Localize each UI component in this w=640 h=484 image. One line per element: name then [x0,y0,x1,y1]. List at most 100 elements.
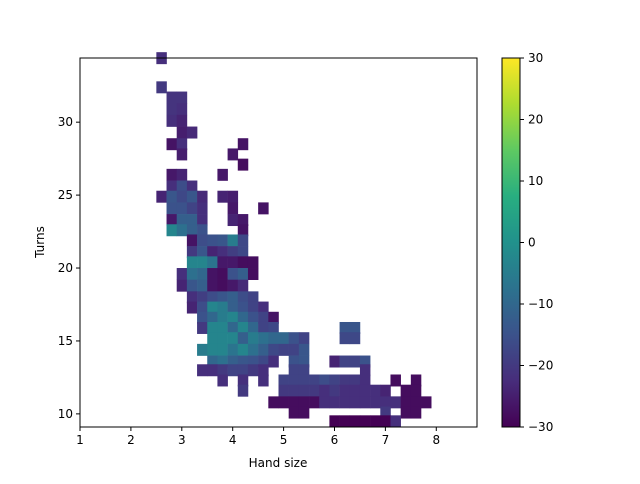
heatmap-cell [247,355,259,368]
heatmap-cell [410,374,422,387]
heatmap-cell [227,279,239,292]
heatmap-cell [207,234,218,247]
heatmap-cell [227,291,239,304]
heatmap-cell [227,148,239,161]
heatmap-cell [197,190,208,203]
heatmap-cell [349,355,361,368]
heatmap-cell [349,415,361,428]
heatmap-cell [298,343,310,356]
heatmap-cell [288,396,300,409]
heatmap-cell [380,384,391,397]
heatmap-cell [166,214,178,227]
heatmap-cell [309,374,320,387]
x-axis: 1 2 3 4 5 6 7 8 [76,427,440,447]
heatmap-cell [349,321,361,334]
heatmap-cell [176,103,188,116]
heatmap-cell [166,180,178,193]
heatmap-cell [237,214,249,227]
x-tick-label: 3 [178,433,186,447]
heatmap-cell [237,355,249,368]
heatmap-cell [380,406,391,419]
heatmap-cell [298,364,310,377]
heatmap-cell [227,343,239,356]
heatmap-cell [186,256,198,269]
heatmap-cell [237,291,249,304]
heatmap-cell [166,224,178,237]
heatmap-cell [186,291,198,304]
colorbar-tick-label: −10 [528,297,553,311]
heatmap-cell [359,374,371,387]
heatmap-cell [288,374,300,387]
heatmap-cell [359,384,371,397]
heatmap-cell [217,279,228,292]
heatmap-cell [217,301,228,314]
heatmap-cell [258,374,269,387]
heatmap-cell [166,138,178,151]
heatmap-cell [227,311,239,324]
heatmap-cell [237,364,249,377]
y-tick-label: 15 [58,334,73,348]
heatmap-cell [247,291,259,304]
heatmap-cell [247,301,259,314]
heatmap-cell [186,246,198,259]
heatmap-cell [359,415,371,428]
heatmap-cell [197,321,208,334]
heatmap-cell [186,224,198,237]
heatmap-cell [217,364,228,377]
heatmap-cell [268,321,279,334]
heatmap-cell [176,148,188,161]
heatmap-cell [237,158,249,171]
heatmap-cell [339,332,351,345]
heatmap-cell [207,256,218,269]
heatmap-cell [207,301,218,314]
heatmap-cell [247,311,259,324]
heatmap-cell [227,364,239,377]
heatmap-cell [237,384,249,397]
heatmap-cell [329,384,340,397]
heatmap-cell [217,291,228,304]
heatmap-cell [370,396,381,409]
heatmap-cell [237,268,249,280]
heatmap-cell [339,374,351,387]
colorbar-tick-label: −20 [528,359,553,373]
heatmap-cell [258,343,269,356]
heatmap-cell [186,301,198,314]
heatmap-cell [309,384,320,397]
heatmap-cell [288,355,300,368]
heatmap-cell [298,374,310,387]
heatmap-cell [390,396,401,409]
heatmap-cell [349,396,361,409]
heatmap-cell [176,126,188,139]
heatmap-cell [176,180,188,193]
heatmap-cell [258,311,269,324]
heatmap-cell [370,415,381,428]
heatmap-cell [227,256,239,269]
heatmap-cell [156,190,167,203]
heatmap-cell [237,311,249,324]
heatmap-cell [268,396,279,409]
heatmap-cell [217,343,228,356]
heatmap-cell [217,311,228,324]
heatmap-cell [186,268,198,280]
heatmap-cell [207,321,218,334]
y-tick-label: 20 [58,261,73,275]
heatmap-cell [227,332,239,345]
heatmap-cell [359,396,371,409]
heatmap-cell [186,202,198,215]
heatmap-cell [207,311,218,324]
heatmap-cell [309,396,320,409]
heatmap-cell [247,343,259,356]
heatmap-cell [197,291,208,304]
heatmap-cell [339,321,351,334]
colorbar-tick-label: 30 [528,51,543,65]
heatmap-cell [227,234,239,247]
heatmap-cell [227,214,239,227]
heatmap-cell [217,168,228,181]
heatmap-cell [329,396,340,409]
heatmap-cell [349,332,361,345]
heatmap-cell [298,384,310,397]
heatmap-cell [288,332,300,345]
heatmap-cell [339,384,351,397]
heatmap-cell [176,214,188,227]
